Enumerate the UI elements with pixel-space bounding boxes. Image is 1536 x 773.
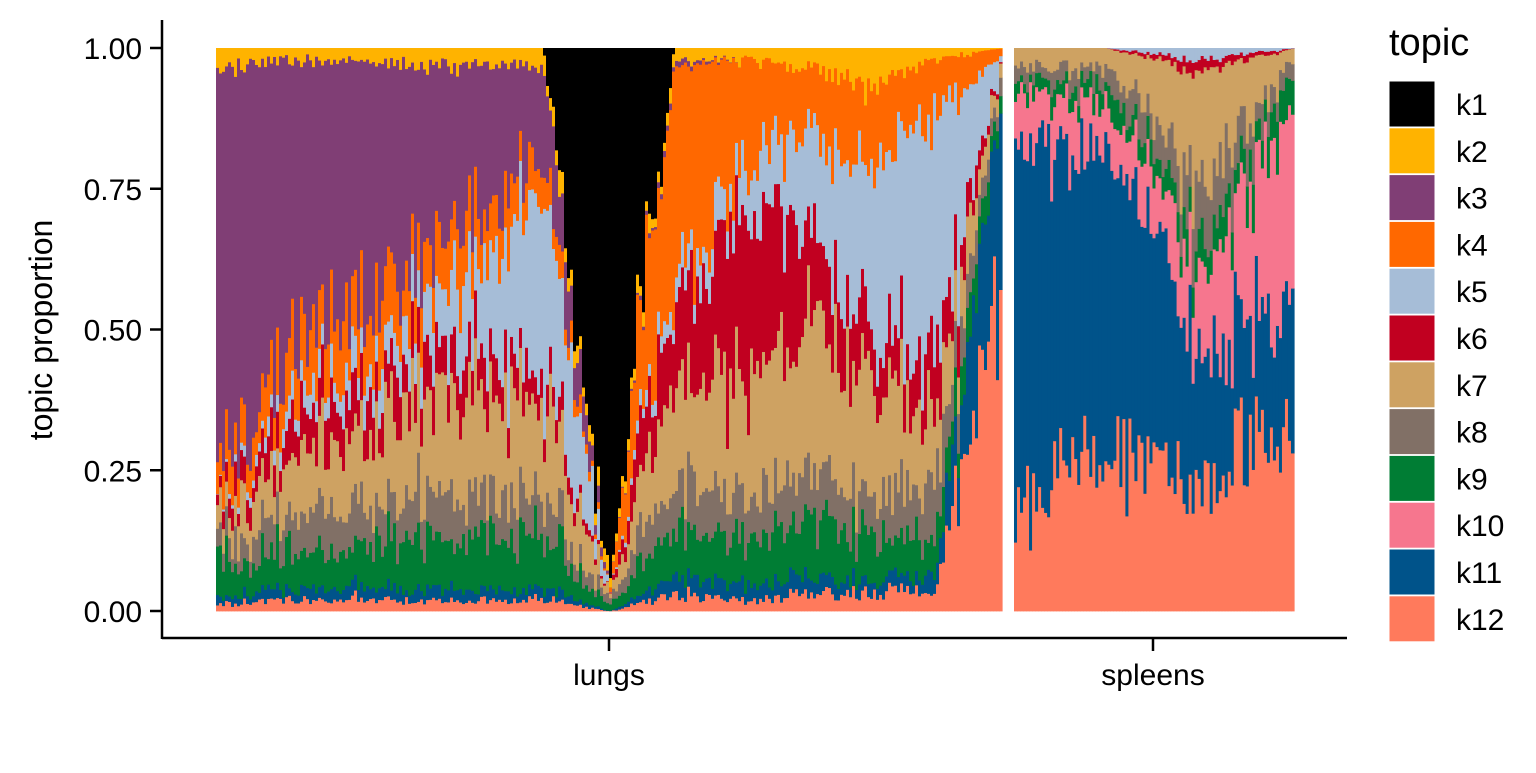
panel-spleens [1014,48,1295,611]
bar-segment-k7 [999,63,1003,78]
x-ticks: lungs spleens [573,639,1205,692]
bar-segment-k7 [1291,48,1295,64]
legend-label-k5: k5 [1456,276,1488,309]
bar-segment-k12 [1291,453,1295,611]
legend-swatch-k4 [1389,221,1435,267]
bar-segment-k2 [999,48,1003,49]
legend-swatch-k9 [1389,455,1435,501]
bar-segment-k8 [999,77,1003,96]
panel-lungs [216,48,1003,611]
legend-label-k6: k6 [1456,323,1488,356]
legend-label-k4: k4 [1456,229,1488,262]
bar-segment-k9 [999,96,1003,114]
bar-segment-k8 [1291,64,1295,81]
y-ticks: 0.00 0.25 0.50 0.75 1.00 [84,33,162,629]
y-axis-title: topic proportion [23,220,59,441]
bar-segment-k10 [1291,114,1295,288]
bar-segment-k4 [999,48,1003,56]
legend-swatch-k8 [1389,409,1435,455]
legend-swatch-k2 [1389,128,1435,174]
legend-swatch-k10 [1389,502,1435,548]
y-tick-label: 0.75 [84,174,142,207]
legend-swatch-k11 [1389,549,1435,595]
y-tick-label: 0.50 [84,315,142,348]
legend-items: k1 k2 k3 k4 k5 k6 k7 k8 k9 k10 k11 k12 [1389,81,1504,642]
legend-label-k7: k7 [1456,370,1488,403]
y-tick-label: 1.00 [84,33,142,66]
legend-title: topic [1389,22,1469,64]
legend-swatch-k7 [1389,362,1435,408]
legend-label-k8: k8 [1456,417,1488,450]
bars-layer [216,48,1295,611]
x-tick-label-spleens: spleens [1101,659,1204,692]
x-tick-label-lungs: lungs [573,659,645,692]
legend-label-k3: k3 [1456,183,1488,216]
legend-label-k11: k11 [1456,557,1502,590]
legend-label-k12: k12 [1456,604,1504,637]
y-tick-label: 0.25 [84,455,142,488]
bar-segment-k11 [999,113,1003,290]
bar-segment-k11 [1291,288,1295,453]
bar-segment-k5 [1291,48,1295,49]
bar-segment-k12 [999,290,1003,612]
bar-segment-k5 [999,56,1003,62]
legend-swatch-k6 [1389,315,1435,361]
legend-label-k10: k10 [1456,510,1504,543]
legend-swatch-k5 [1389,268,1435,314]
bar-segment-k9 [1291,81,1295,115]
legend-swatch-k12 [1389,596,1435,642]
legend-swatch-k3 [1389,175,1435,221]
y-tick-label: 0.00 [84,596,142,629]
legend-label-k2: k2 [1456,136,1488,169]
legend-label-k9: k9 [1456,463,1488,496]
legend-label-k1: k1 [1456,89,1488,122]
legend-swatch-k1 [1389,81,1435,127]
legend: topic k1 k2 k3 k4 k5 k6 k7 k8 k9 k10 k11 k12 [1389,22,1504,642]
